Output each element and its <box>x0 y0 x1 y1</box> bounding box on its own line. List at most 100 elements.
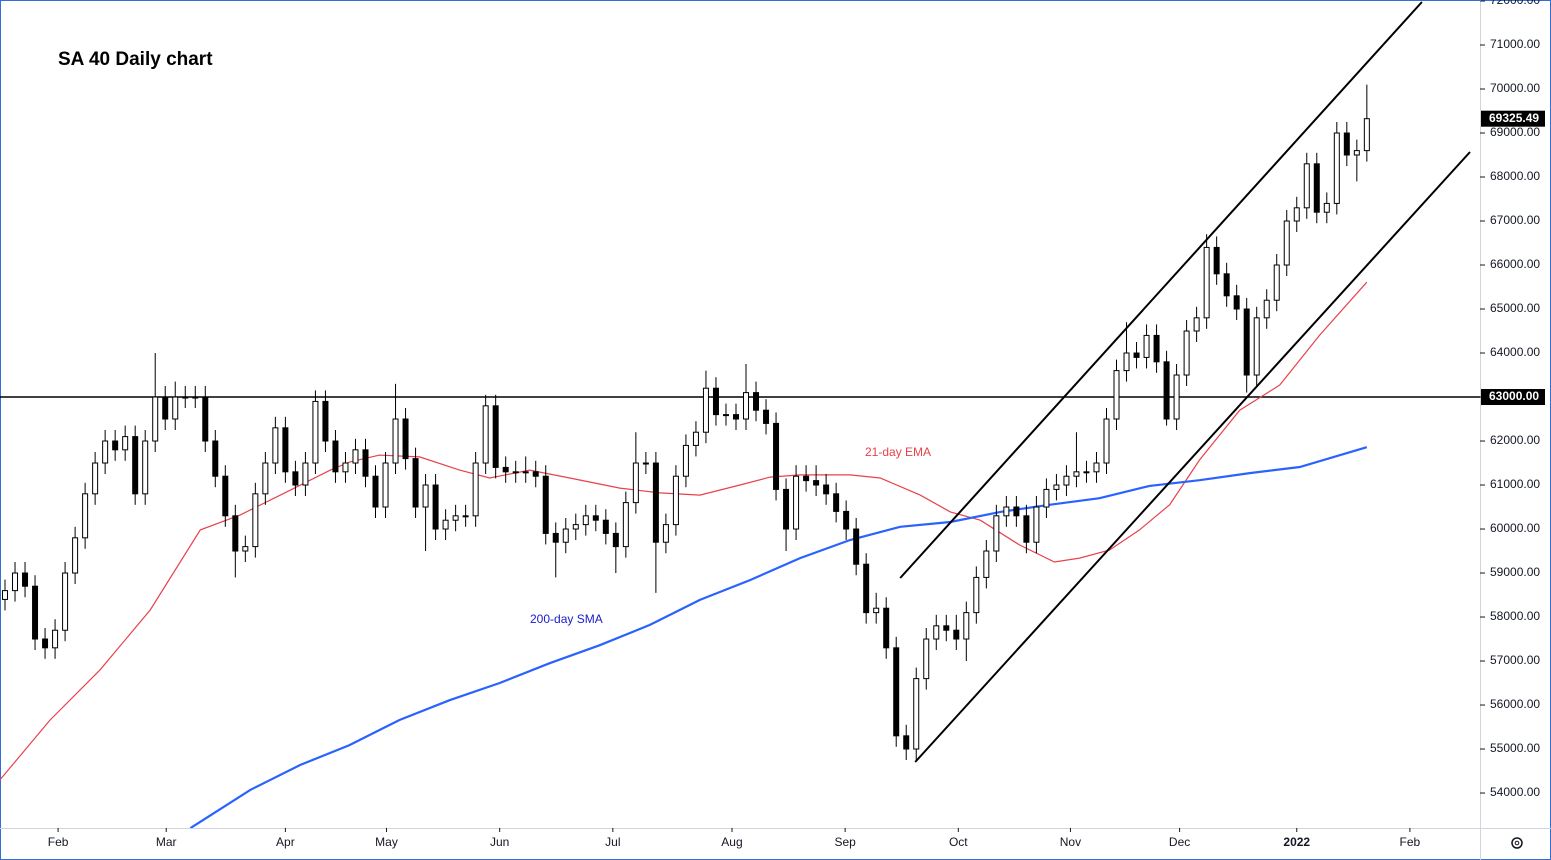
candle-body <box>1313 163 1320 213</box>
candle-body <box>362 449 369 477</box>
x-tick-label: Mar <box>156 835 177 849</box>
candle-body <box>82 493 89 539</box>
candle-body <box>532 471 539 477</box>
candle-body <box>582 515 589 526</box>
candle-body <box>1303 163 1310 209</box>
candle-body <box>883 607 890 649</box>
settings-icon[interactable] <box>1511 837 1523 849</box>
x-tick-label: Aug <box>721 835 742 849</box>
candle-body <box>903 735 910 750</box>
candle-body <box>392 418 399 464</box>
candle-body <box>973 576 980 614</box>
y-tick-label: 60000.00 <box>1490 521 1540 535</box>
candle-body <box>432 484 439 530</box>
candle-body <box>702 387 709 433</box>
candle-body <box>1323 202 1330 213</box>
x-tick-label: Jul <box>605 835 620 849</box>
candle-body <box>342 462 349 473</box>
candle-body <box>712 387 719 416</box>
candle-body <box>542 475 549 534</box>
sma-annotation: 200-day SMA <box>530 612 603 626</box>
candle-body <box>692 431 699 446</box>
candle-body <box>1153 334 1160 363</box>
candle-body <box>823 484 830 495</box>
candle-body <box>242 546 249 552</box>
candle-body <box>1293 207 1300 222</box>
candle-body <box>472 462 479 517</box>
y-tick-label: 71000.00 <box>1490 37 1540 51</box>
indicator-line <box>0 281 1368 781</box>
candle-body <box>192 396 199 399</box>
candle-body <box>552 532 559 543</box>
candle-body <box>1123 352 1130 372</box>
candle-body <box>462 515 469 518</box>
candle-body <box>1093 462 1100 473</box>
y-tick-label: 57000.00 <box>1490 653 1540 667</box>
y-tick-label: 58000.00 <box>1490 609 1540 623</box>
y-tick-label: 61000.00 <box>1490 477 1540 491</box>
x-tick-label: Nov <box>1060 835 1081 849</box>
candle-body <box>873 607 880 614</box>
last-price-box <box>1481 110 1545 127</box>
candle-body <box>122 436 129 451</box>
gear[interactable] <box>1511 837 1523 849</box>
candle-body <box>482 405 489 464</box>
hline-label-box <box>1481 389 1545 406</box>
axes: 54000.00 55000.00 56000.00 57000.00 58000.00… <box>48 0 1545 849</box>
candle-body <box>142 440 149 495</box>
candle-body <box>753 392 760 411</box>
x-tick-label: Dec <box>1169 835 1190 849</box>
candle-body <box>562 528 569 543</box>
indicator-line <box>189 446 1368 830</box>
candle-body <box>1073 471 1080 477</box>
y-tick-label: 56000.00 <box>1490 697 1540 711</box>
candle-body <box>1193 317 1200 332</box>
candle-body <box>352 449 359 464</box>
candle-body <box>1203 246 1210 319</box>
candle-body <box>1283 220 1290 266</box>
chart-title: SA 40 Daily chart <box>58 49 213 70</box>
x-tick-label: Feb <box>1400 835 1421 849</box>
candle-body <box>182 396 189 399</box>
candle-body <box>622 502 629 548</box>
candle-body <box>92 462 99 495</box>
candle-body <box>1353 150 1360 156</box>
candle-body <box>1063 475 1070 486</box>
candle-body <box>372 475 379 508</box>
candle-body <box>732 414 739 420</box>
candle-body <box>32 585 39 640</box>
y-tick-label: 54000.00 <box>1490 785 1540 799</box>
candle-body <box>152 396 159 442</box>
candle-body <box>632 462 639 504</box>
candle-body <box>953 629 960 640</box>
candle-body <box>52 629 59 649</box>
candle-body <box>833 493 840 512</box>
x-tick-label: 2022 <box>1283 835 1310 849</box>
candle-body <box>1143 334 1150 358</box>
candle-body <box>572 524 579 530</box>
y-tick-label: 64000.00 <box>1490 345 1540 359</box>
last-price-label: 69325.49 <box>1489 111 1539 125</box>
candle-body <box>1083 471 1090 474</box>
candle-body <box>12 572 19 592</box>
candle-body <box>1273 264 1280 301</box>
y-tick-label: 59000.00 <box>1490 565 1540 579</box>
candle-body <box>682 444 689 477</box>
candle-body <box>262 462 269 495</box>
candle-body <box>22 572 29 587</box>
candle-body <box>162 396 169 420</box>
candle-body <box>662 524 669 543</box>
candle-body <box>1103 418 1110 464</box>
y-tick-label: 66000.00 <box>1490 257 1540 271</box>
candle-body <box>993 515 1000 552</box>
y-tick-label: 70000.00 <box>1490 81 1540 95</box>
candle-body <box>933 625 940 640</box>
candle-body <box>282 427 289 473</box>
y-tick-label: 68000.00 <box>1490 169 1540 183</box>
candle-body <box>1113 370 1120 420</box>
candle-body <box>1033 506 1040 543</box>
candle-body <box>813 480 820 486</box>
candle-body <box>132 436 139 495</box>
candle-body <box>232 515 239 552</box>
gear-hub[interactable] <box>1514 840 1520 846</box>
